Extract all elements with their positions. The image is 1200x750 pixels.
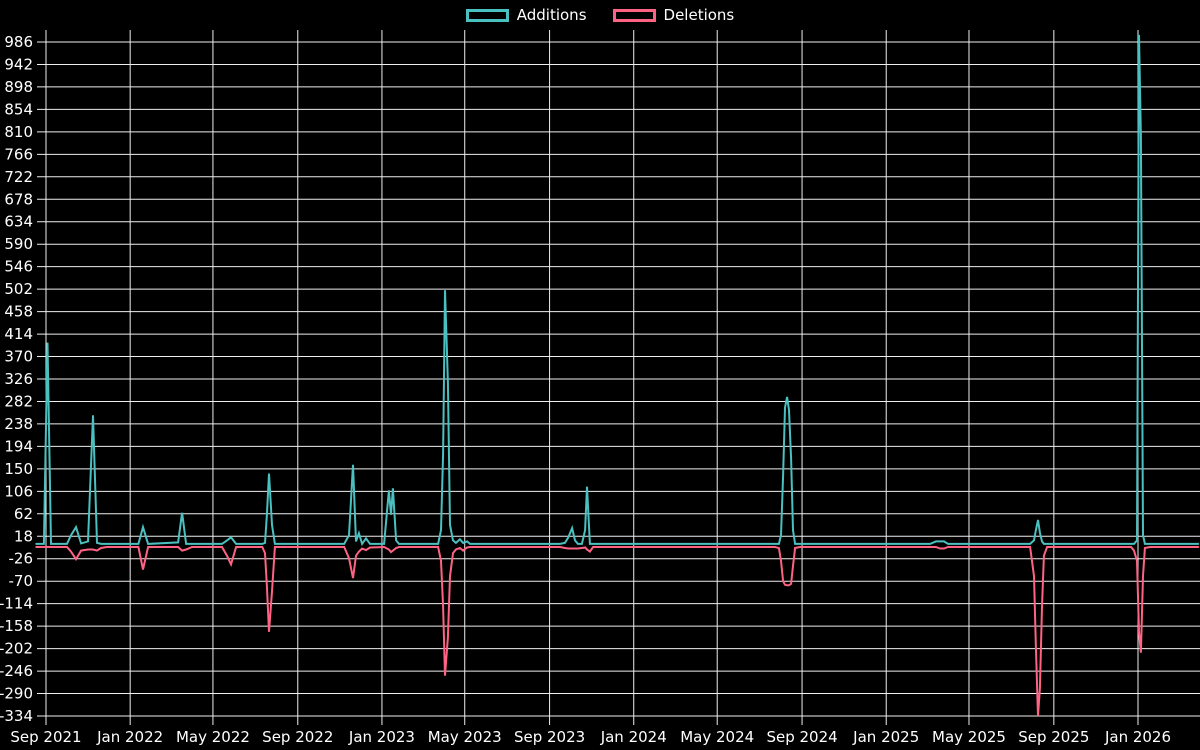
chart-legend: Additions Deletions xyxy=(0,6,1200,25)
y-tick-label: -290 xyxy=(0,685,33,703)
x-tick-label: Jan 2022 xyxy=(96,728,163,746)
additions-line xyxy=(35,34,1199,547)
y-tick-label: 106 xyxy=(4,482,33,500)
x-tick-label: May 2022 xyxy=(176,728,250,746)
y-tick-label: 370 xyxy=(4,348,33,366)
x-tick-label: Sep 2023 xyxy=(514,728,585,746)
deletions-line xyxy=(35,545,1199,717)
y-tick-label: -26 xyxy=(9,550,34,568)
deletions-legend-label: Deletions xyxy=(663,6,735,24)
y-tick-label: 282 xyxy=(4,392,33,410)
x-tick-label: Jan 2025 xyxy=(852,728,919,746)
y-tick-label: -114 xyxy=(0,595,33,613)
y-tick-label: 634 xyxy=(4,213,33,231)
legend-item-deletions[interactable]: Deletions xyxy=(612,6,735,25)
y-tick-label: 898 xyxy=(4,78,33,96)
y-tick-label: 502 xyxy=(4,280,33,298)
y-tick-label: 546 xyxy=(4,258,33,276)
y-tick-label: 18 xyxy=(14,527,33,545)
x-tick-label: Sep 2021 xyxy=(10,728,81,746)
y-tick-label: 810 xyxy=(4,123,33,141)
y-tick-label: 194 xyxy=(4,437,33,455)
y-tick-label: 722 xyxy=(4,168,33,186)
x-tick-label: Jan 2023 xyxy=(348,728,415,746)
y-tick-label: -158 xyxy=(0,617,33,635)
x-tick-label: Sep 2024 xyxy=(766,728,837,746)
x-tick-label: Jan 2024 xyxy=(600,728,667,746)
y-tick-label: 766 xyxy=(4,145,33,163)
y-tick-label: 326 xyxy=(4,370,33,388)
y-tick-label: -202 xyxy=(0,640,33,658)
y-tick-label: -246 xyxy=(0,662,33,680)
additions-legend-label: Additions xyxy=(516,6,587,24)
y-tick-label: 62 xyxy=(14,505,33,523)
y-tick-label: 986 xyxy=(4,33,33,51)
y-tick-label: -334 xyxy=(0,707,33,725)
y-tick-label: 238 xyxy=(4,415,33,433)
legend-item-additions[interactable]: Additions xyxy=(465,6,587,25)
y-tick-label: 590 xyxy=(4,235,33,253)
x-tick-label: Sep 2025 xyxy=(1018,728,1089,746)
x-tick-label: May 2024 xyxy=(680,728,754,746)
x-tick-label: Sep 2022 xyxy=(262,728,333,746)
y-tick-label: 678 xyxy=(4,190,33,208)
additions-swatch-icon xyxy=(465,9,509,22)
x-tick-label: Jan 2026 xyxy=(1104,728,1171,746)
deletions-swatch-icon xyxy=(612,9,656,22)
y-tick-label: 942 xyxy=(4,55,33,73)
y-tick-label: 414 xyxy=(4,325,33,343)
y-tick-label: -70 xyxy=(9,572,34,590)
x-tick-label: May 2023 xyxy=(428,728,502,746)
x-tick-label: May 2025 xyxy=(932,728,1006,746)
y-tick-label: 854 xyxy=(4,100,33,118)
y-tick-label: 458 xyxy=(4,303,33,321)
y-tick-label: 150 xyxy=(4,460,33,478)
